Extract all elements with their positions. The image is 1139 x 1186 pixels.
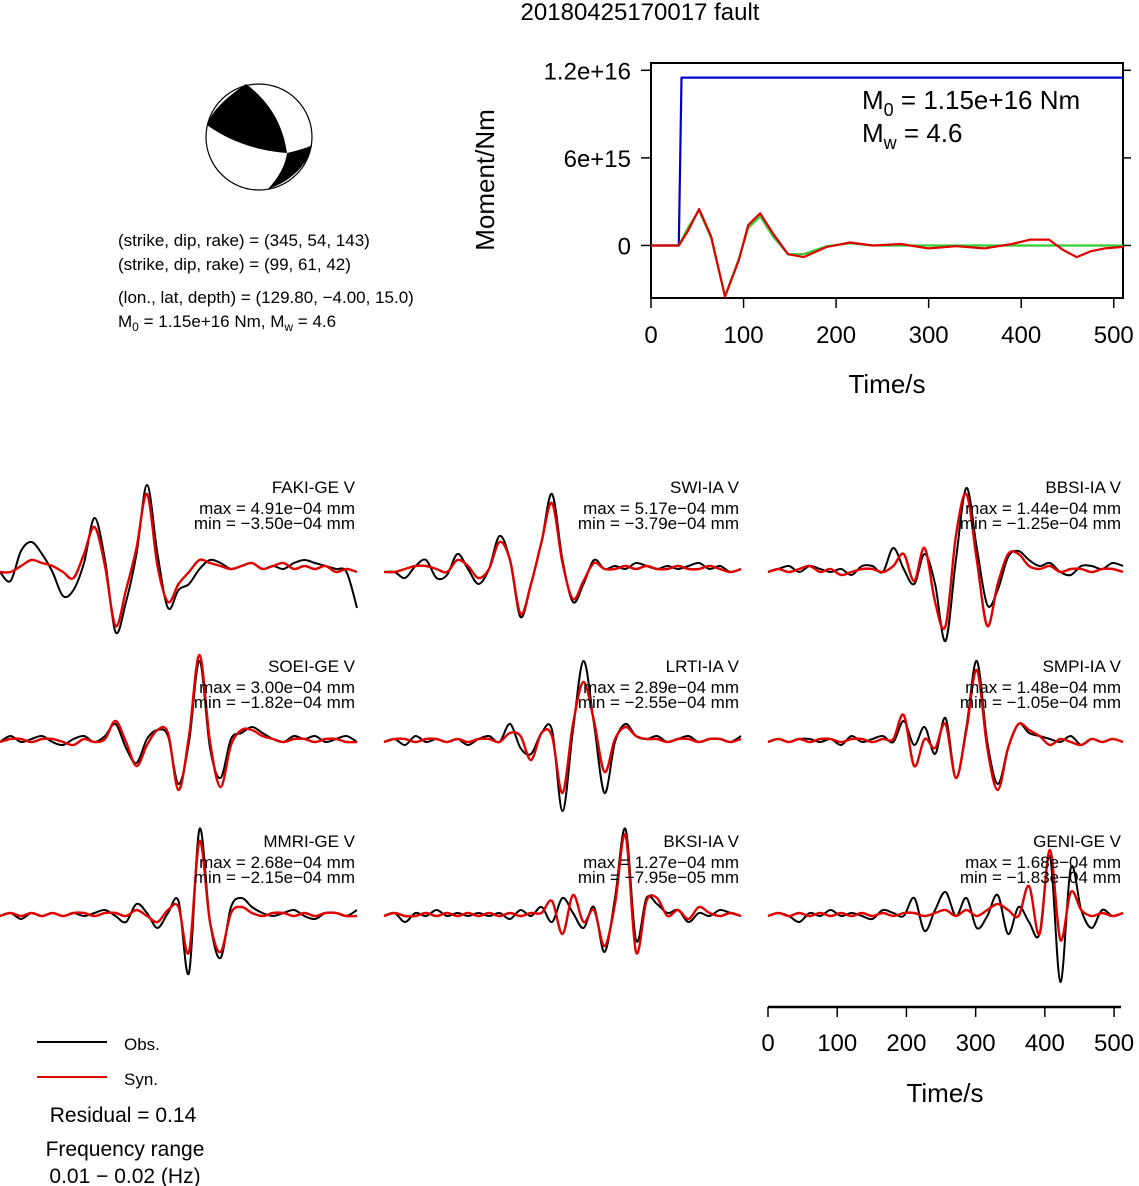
station-min: min = −1.25e−04 mm: [960, 514, 1121, 533]
moment-plot-frame: [650, 62, 1124, 299]
station-max: max = 1.44e−04 mm: [965, 499, 1121, 518]
station-min: min = −7.95e−05 mm: [578, 868, 739, 887]
station-label: LRTI-IA V: [666, 657, 740, 676]
station-max: max = 3.00e−04 mm: [199, 678, 355, 697]
waveform-time-axis: Time/s 0 100 200 300 400 500: [761, 1005, 1134, 1108]
station-label: BBSI-IA V: [1045, 478, 1121, 497]
moment-ylabel: Moment/Nm: [470, 109, 500, 251]
frequency-range-label: Frequency range: [46, 1138, 205, 1161]
station-label: SMPI-IA V: [1043, 657, 1122, 676]
station-min: min = −2.55e−04 mm: [578, 693, 739, 712]
waveform-xtick-label: 400: [1025, 1030, 1065, 1057]
mechanism-info: (strike, dip, rake) = (345, 54, 143) (st…: [118, 231, 414, 334]
moment-ytick-label: 6e+15: [564, 146, 631, 173]
synthetic-trace: [0, 653, 358, 792]
legend-syn-label: Syn.: [124, 1070, 158, 1089]
moment-xtick-label: 300: [909, 322, 949, 349]
station-label: GENI-GE V: [1033, 832, 1122, 851]
frequency-range-value: 0.01 − 0.02 (Hz): [49, 1165, 200, 1186]
moment-annotation-mw: Mw = 4.6: [862, 118, 962, 153]
station-label: FAKI-GE V: [272, 478, 356, 497]
beachball-icon: [205, 83, 313, 191]
moment-xtick-label: 0: [644, 322, 657, 349]
synthetic-trace: [767, 668, 1124, 792]
waveform-xtick-label: 0: [761, 1030, 774, 1057]
moment-ytick-label: 0: [618, 233, 631, 260]
station-max: max = 1.27e−04 mm: [583, 853, 739, 872]
synthetic-trace: [383, 680, 742, 795]
legend-obs-label: Obs.: [124, 1035, 160, 1054]
waveform-xtick-label: 500: [1094, 1030, 1134, 1057]
mechanism-magnitude: M0 = 1.15e+16 Nm, Mw = 4.6: [118, 312, 336, 334]
synthetic-trace: [767, 848, 1124, 942]
synthetic-trace: [0, 492, 358, 628]
station-min: min = −3.79e−04 mm: [578, 514, 739, 533]
mechanism-line-1: (strike, dip, rake) = (345, 54, 143): [118, 231, 370, 250]
station-label: SOEI-GE V: [268, 657, 356, 676]
moment-xtick-label: 200: [816, 322, 856, 349]
station-min: min = −3.50e−04 mm: [194, 514, 355, 533]
station-min: min = −1.82e−04 mm: [194, 693, 355, 712]
legend: Obs. Syn.: [37, 1035, 160, 1089]
mechanism-line-3: (lon., lat, depth) = (129.80, −4.00, 15.…: [118, 288, 414, 307]
station-min: min = −1.05e−04 mm: [960, 693, 1121, 712]
moment-xtick-label: 100: [724, 322, 764, 349]
moment-rate-chart: Moment/Nm Time/s M0 = 1.15e+16 Nm Mw = 4…: [470, 58, 1134, 399]
moment-xtick-label: 400: [1001, 322, 1041, 349]
waveform-xtick-label: 200: [886, 1030, 926, 1057]
moment-annotation-m0: M0 = 1.15e+16 Nm: [862, 85, 1080, 120]
moment-xlabel: Time/s: [848, 369, 925, 399]
moment-series-red: [651, 207, 1124, 298]
synthetic-trace: [383, 833, 742, 955]
waveform-xlabel: Time/s: [906, 1078, 983, 1108]
waveform-xtick-label: 300: [956, 1030, 996, 1057]
station-label: SWI-IA V: [670, 478, 740, 497]
mechanism-line-2: (strike, dip, rake) = (99, 61, 42): [118, 255, 351, 274]
moment-ytick-label: 1.2e+16: [544, 58, 631, 85]
station-max: max = 4.91e−04 mm: [199, 499, 355, 518]
station-min: min = −1.83e−04 mm: [960, 868, 1121, 887]
station-max: max = 1.68e−04 mm: [965, 853, 1121, 872]
synthetic-trace: [383, 501, 742, 616]
figure-title: 20180425170017 fault: [521, 0, 760, 26]
station-max: max = 1.48e−04 mm: [965, 678, 1121, 697]
station-max: max = 5.17e−04 mm: [583, 499, 739, 518]
station-max: max = 2.89e−04 mm: [583, 678, 739, 697]
moment-xtick-label: 500: [1094, 322, 1134, 349]
waveform-xtick-label: 100: [817, 1030, 857, 1057]
observed-trace: [767, 854, 1124, 984]
synthetic-trace: [767, 492, 1124, 630]
residual-text: Residual = 0.14: [50, 1104, 197, 1127]
synthetic-trace: [0, 839, 358, 955]
observed-trace: [0, 483, 358, 635]
station-label: MMRI-GE V: [263, 832, 355, 851]
station-label: BKSI-IA V: [663, 832, 739, 851]
station-min: min = −2.15e−04 mm: [194, 868, 355, 887]
station-max: max = 2.68e−04 mm: [199, 853, 355, 872]
observed-trace: [0, 659, 358, 786]
